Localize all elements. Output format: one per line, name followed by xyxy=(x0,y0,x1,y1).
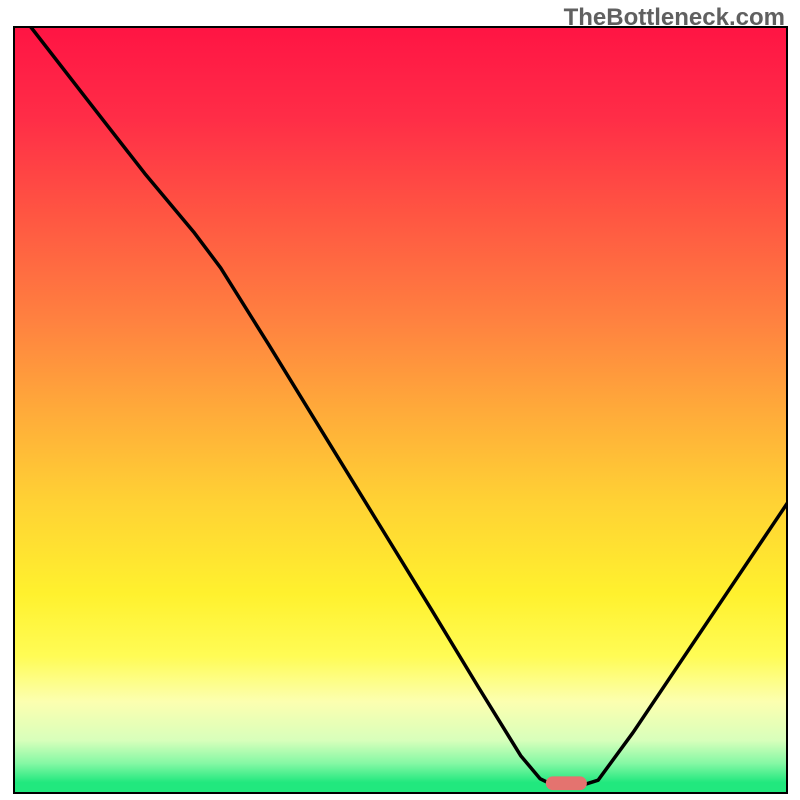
plot-svg xyxy=(13,26,788,794)
minimum-marker xyxy=(546,776,587,790)
gradient-background xyxy=(13,26,788,794)
chart-container: TheBottleneck.com xyxy=(0,0,800,800)
watermark-text: TheBottleneck.com xyxy=(564,4,785,32)
